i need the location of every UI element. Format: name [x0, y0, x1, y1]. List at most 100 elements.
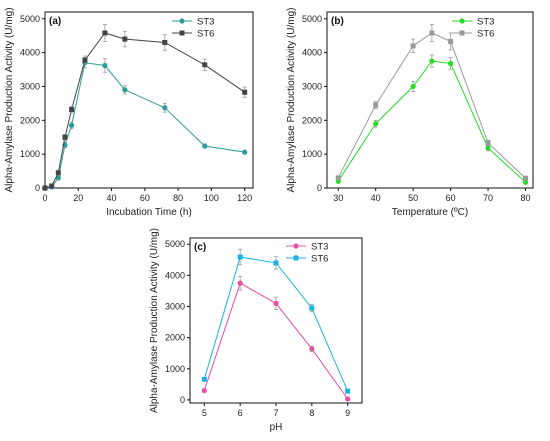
- y-tick-label: 4000: [20, 48, 40, 58]
- legend-label: ST6: [477, 29, 494, 40]
- data-point: [345, 396, 351, 402]
- data-point: [82, 57, 88, 63]
- data-point: [448, 38, 454, 44]
- data-point: [62, 134, 68, 140]
- x-tick-label: 6: [238, 408, 243, 418]
- data-point: [429, 58, 435, 64]
- x-axis-label: Temperature (ºC): [392, 207, 468, 218]
- data-point: [373, 102, 379, 108]
- legend-marker: [459, 30, 465, 36]
- data-point: [237, 280, 243, 286]
- x-tick-label: 50: [408, 193, 418, 203]
- y-tick-label: 3000: [165, 301, 185, 311]
- y-tick-label: 1000: [165, 364, 185, 374]
- data-point: [201, 387, 207, 394]
- data-point: [373, 121, 379, 127]
- data-point: [485, 140, 491, 146]
- data-point: [69, 122, 75, 128]
- y-axis-label: Alpha-Amylase Production Activity (U/mg): [4, 7, 15, 192]
- x-tick-label: 30: [333, 193, 343, 203]
- data-point: [55, 175, 61, 181]
- x-tick-label: 120: [237, 193, 252, 203]
- series-st3: [201, 275, 351, 402]
- data-point: [122, 87, 128, 93]
- series-line: [203, 256, 349, 392]
- data-point: [162, 105, 168, 111]
- series-st6: [335, 24, 529, 181]
- data-point: [309, 305, 315, 311]
- data-point: [522, 179, 529, 185]
- series-line: [337, 60, 526, 183]
- plot-frame: [44, 11, 254, 189]
- y-axis-label: Alpha-Amylase Production Activity (U/mg): [149, 228, 160, 413]
- data-point: [162, 39, 168, 45]
- x-axis-label: pH: [270, 422, 283, 433]
- y-axis-label: Alpha-Amylase Production Activity (U/mg): [286, 7, 297, 192]
- y-tick-label: 4000: [302, 48, 322, 58]
- data-point: [345, 388, 351, 394]
- data-point: [410, 43, 416, 49]
- data-point: [242, 89, 248, 95]
- series-st3: [42, 57, 248, 191]
- legend-label: ST6: [311, 254, 328, 265]
- x-tick-label: 60: [446, 193, 456, 203]
- y-tick-label: 3000: [20, 81, 40, 91]
- x-tick-label: 5: [202, 408, 207, 418]
- legend-marker: [179, 30, 185, 36]
- x-tick-label: 70: [483, 193, 493, 203]
- chart-panel-1: 0 20 40 60 80 100 120 0 1000 2000 3000 4000 5000 Incu…: [4, 7, 254, 218]
- data-point: [69, 106, 75, 112]
- data-point: [523, 175, 529, 181]
- data-point: [309, 346, 315, 352]
- data-point: [485, 145, 491, 151]
- data-point: [202, 143, 208, 149]
- legend-entry-st6: ST6: [452, 29, 494, 40]
- data-point: [429, 30, 435, 36]
- series-st3: [335, 54, 529, 185]
- y-tick-label: 5000: [302, 14, 322, 24]
- y-tick-label: 3000: [302, 81, 322, 91]
- data-point: [55, 170, 61, 176]
- data-point: [335, 175, 341, 181]
- legend-marker: [293, 243, 299, 249]
- x-tick-label: 100: [204, 193, 219, 203]
- y-tick-label: 0: [317, 183, 322, 193]
- panel-label: (c): [194, 242, 206, 253]
- legend-marker: [179, 18, 185, 24]
- x-tick-label: 80: [173, 193, 183, 203]
- y-tick-label: 0: [35, 183, 40, 193]
- series-st6: [201, 248, 351, 394]
- y-tick-label: 2000: [302, 115, 322, 125]
- plot-frame: [326, 11, 534, 189]
- legend-entry-st3: ST3: [286, 242, 328, 253]
- y-tick-label: 2000: [165, 333, 185, 343]
- x-tick-label: 20: [73, 193, 83, 203]
- data-point: [201, 376, 207, 382]
- y-tick-label: 1000: [20, 149, 40, 159]
- x-tick-label: 40: [371, 193, 381, 203]
- chart-panel-3: 5 6 7 8 9 0 1000 2000 3000 4000 5000 pH Alpha-Amylas…: [149, 228, 363, 433]
- x-tick-label: 60: [140, 193, 150, 203]
- data-point: [237, 254, 243, 260]
- y-tick-label: 4000: [165, 270, 185, 280]
- legend-marker: [293, 255, 299, 261]
- legend-label: ST3: [311, 242, 328, 253]
- y-tick-label: 5000: [165, 239, 185, 249]
- x-tick-label: 0: [42, 193, 47, 203]
- legend-entry-st6: ST6: [286, 254, 328, 265]
- y-tick-label: 2000: [20, 115, 40, 125]
- x-tick-label: 9: [345, 408, 350, 418]
- data-point: [49, 183, 55, 189]
- data-point: [273, 300, 279, 306]
- series-line: [44, 62, 245, 189]
- data-point: [42, 185, 48, 191]
- x-tick-label: 40: [107, 193, 117, 203]
- y-tick-label: 0: [180, 395, 185, 405]
- data-point: [202, 62, 208, 68]
- data-point: [273, 260, 279, 266]
- chart-panel-2: 30 40 50 60 70 80 0 1000 2000 3000 4000 5000 Tempera…: [286, 7, 534, 218]
- legend-entry-st3: ST3: [172, 17, 214, 28]
- data-point: [102, 62, 108, 69]
- y-tick-label: 5000: [20, 14, 40, 24]
